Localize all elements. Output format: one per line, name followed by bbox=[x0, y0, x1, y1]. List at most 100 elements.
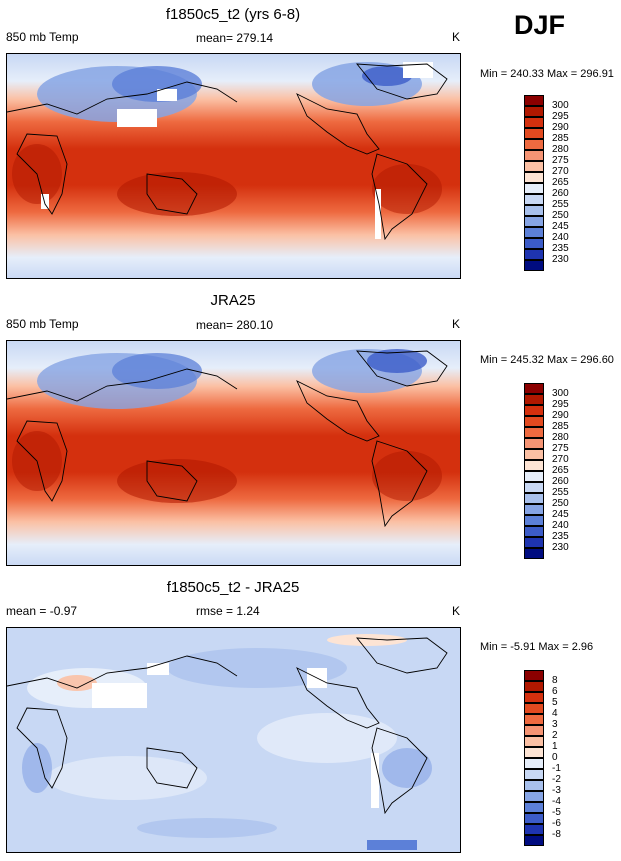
colorbar-cell bbox=[524, 769, 544, 780]
colorbar-tick-label: 280 bbox=[552, 432, 569, 443]
map-canvas bbox=[7, 341, 460, 565]
unit-label: K bbox=[452, 317, 461, 331]
colorbar-cell bbox=[524, 427, 544, 438]
colorbar-cell bbox=[524, 117, 544, 128]
colorbar-tick-label: 8 bbox=[552, 675, 558, 686]
colorbar-tick-label: 285 bbox=[552, 133, 569, 144]
colorbar-cell bbox=[524, 405, 544, 416]
colorbar-tick-label: 260 bbox=[552, 188, 569, 199]
colorbar-tick-label: -6 bbox=[552, 818, 561, 829]
colorbar-tick-label: -2 bbox=[552, 774, 561, 785]
min-max-label: Min = -5.91 Max = 2.96 bbox=[480, 641, 594, 653]
colorbar-cell bbox=[524, 736, 544, 747]
temperature-map bbox=[6, 340, 461, 566]
colorbar-cell bbox=[524, 515, 544, 526]
colorbar-tick-label: 245 bbox=[552, 509, 569, 520]
colorbar-cell bbox=[524, 205, 544, 216]
colorbar-tick-label: 255 bbox=[552, 487, 569, 498]
colorbar-cell bbox=[524, 394, 544, 405]
colorbar-tick-label: 0 bbox=[552, 752, 558, 763]
colorbar-cell bbox=[524, 493, 544, 504]
colorbar-cell bbox=[524, 692, 544, 703]
colorbar-tick-label: 270 bbox=[552, 454, 569, 465]
colorbar-tick-label: 295 bbox=[552, 111, 569, 122]
colorbar-cell bbox=[524, 194, 544, 205]
colorbar-tick-label: 250 bbox=[552, 210, 569, 221]
colorbar-tick-label: 235 bbox=[552, 531, 569, 542]
colorbar-cell bbox=[524, 139, 544, 150]
colorbar-cell bbox=[524, 249, 544, 260]
colorbar-tick-label: 265 bbox=[552, 177, 569, 188]
colorbar-tick-label: 280 bbox=[552, 144, 569, 155]
colorbar-cell bbox=[524, 681, 544, 692]
panel-title: JRA25 bbox=[210, 292, 256, 309]
colorbar-tick-label: 3 bbox=[552, 719, 558, 730]
colorbar-cell bbox=[524, 714, 544, 725]
map-canvas bbox=[7, 54, 460, 278]
colorbar-tick-label: 4 bbox=[552, 708, 558, 719]
colorbar-tick-label: -1 bbox=[552, 763, 561, 774]
colorbar-tick-label: 275 bbox=[552, 155, 569, 166]
colorbar-cell bbox=[524, 504, 544, 515]
unit-label: K bbox=[452, 30, 461, 44]
colorbar: 8 6 5 4 3 2 1 0 -1 -2 -3 -4 -5 -6 -8 bbox=[524, 670, 561, 846]
center-label: rmse = 1.24 bbox=[196, 604, 260, 618]
colorbar-tick-label: 295 bbox=[552, 399, 569, 410]
colorbar-cell bbox=[524, 471, 544, 482]
colorbar-cell bbox=[524, 183, 544, 194]
min-max-label: Min = 245.32 Max = 296.60 bbox=[480, 354, 614, 366]
colorbar-cell bbox=[524, 449, 544, 460]
colorbar-cell bbox=[524, 526, 544, 537]
colorbar-tick-label: 1 bbox=[552, 741, 558, 752]
colorbar-cell bbox=[524, 835, 544, 846]
colorbar-cell bbox=[524, 758, 544, 769]
colorbar-tick-label: 290 bbox=[552, 410, 569, 421]
colorbar-cell bbox=[524, 161, 544, 172]
colorbar-cell bbox=[524, 227, 544, 238]
left-label: 850 mb Temp bbox=[6, 30, 79, 44]
colorbar-tick-label: 6 bbox=[552, 686, 558, 697]
colorbar-cell bbox=[524, 813, 544, 824]
colorbar-cell bbox=[524, 383, 544, 394]
colorbar-tick-label: 270 bbox=[552, 166, 569, 177]
colorbar-cell bbox=[524, 670, 544, 681]
colorbar-tick-label: 300 bbox=[552, 100, 569, 111]
colorbar-cell bbox=[524, 238, 544, 249]
colorbar-tick-label: 230 bbox=[552, 254, 569, 265]
left-label: mean = -0.97 bbox=[6, 604, 78, 618]
colorbar-cell bbox=[524, 460, 544, 471]
colorbar-tick-label: 285 bbox=[552, 421, 569, 432]
left-label: 850 mb Temp bbox=[6, 317, 79, 331]
panel-title: f1850c5_t2 - JRA25 bbox=[166, 579, 300, 596]
colorbar-tick-label: 265 bbox=[552, 465, 569, 476]
colorbar-cell bbox=[524, 725, 544, 736]
colorbar-cell bbox=[524, 128, 544, 139]
colorbar-tick-label: -5 bbox=[552, 807, 561, 818]
colorbar-tick-label: 240 bbox=[552, 520, 569, 531]
colorbar-cell bbox=[524, 747, 544, 758]
colorbar-tick-label: -3 bbox=[552, 785, 561, 796]
colorbar-cell bbox=[524, 106, 544, 117]
center-label: mean= 280.10 bbox=[196, 318, 274, 332]
colorbar-cell bbox=[524, 780, 544, 791]
min-max-label: Min = 240.33 Max = 296.91 bbox=[480, 68, 614, 80]
colorbar-cell bbox=[524, 172, 544, 183]
colorbar-tick-label: 250 bbox=[552, 498, 569, 509]
colorbar-tick-label: 255 bbox=[552, 199, 569, 210]
map-canvas bbox=[7, 628, 460, 852]
colorbar-cell bbox=[524, 95, 544, 106]
colorbar: 300 295 290 285 280 275 270 265 260 255 250 245 240 2… bbox=[524, 95, 569, 271]
colorbar-cell bbox=[524, 260, 544, 271]
panel-title: f1850c5_t2 (yrs 6-8) bbox=[165, 6, 301, 23]
colorbar-cell bbox=[524, 791, 544, 802]
colorbar-tick-label: 275 bbox=[552, 443, 569, 454]
colorbar-cell bbox=[524, 150, 544, 161]
colorbar-tick-label: 5 bbox=[552, 697, 558, 708]
colorbar-tick-label: 260 bbox=[552, 476, 569, 487]
colorbar-tick-label: 300 bbox=[552, 388, 569, 399]
colorbar-tick-label: 290 bbox=[552, 122, 569, 133]
colorbar-cell bbox=[524, 802, 544, 813]
colorbar-cell bbox=[524, 438, 544, 449]
difference-map bbox=[6, 627, 461, 853]
center-label: mean= 279.14 bbox=[196, 31, 274, 45]
